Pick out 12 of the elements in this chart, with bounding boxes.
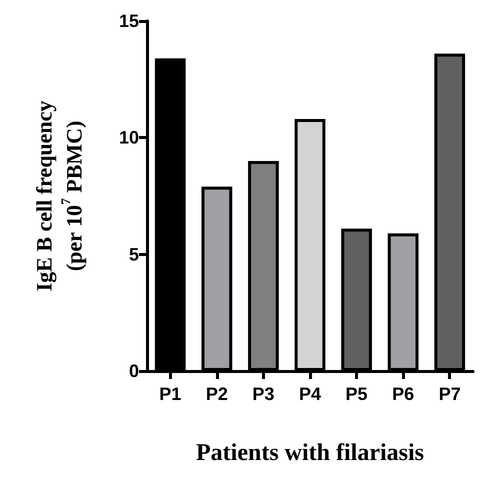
y-tick-label: 15 xyxy=(118,11,139,31)
x-tick-label: P7 xyxy=(438,384,461,404)
y-tick-label: 0 xyxy=(128,361,139,381)
x-tick-label: P2 xyxy=(206,384,228,404)
x-axis-title: Patients with filariasis xyxy=(196,440,424,466)
x-tick-label: P6 xyxy=(392,384,414,404)
y-tick-label: 10 xyxy=(118,128,139,148)
y-tick-label: 5 xyxy=(128,244,139,264)
x-tick-label: P3 xyxy=(252,384,274,404)
x-tick-label: P1 xyxy=(159,384,182,404)
x-tick-label: P4 xyxy=(298,384,322,404)
x-tick-label: P5 xyxy=(346,384,368,404)
